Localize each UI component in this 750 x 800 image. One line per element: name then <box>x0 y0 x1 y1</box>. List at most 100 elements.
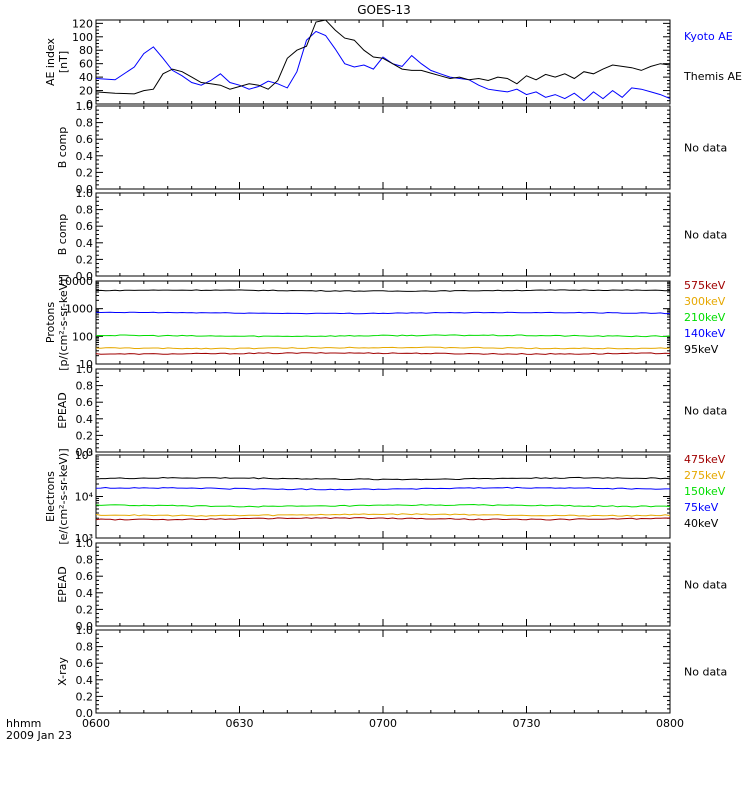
panel-ylabel: Protons <box>44 302 57 343</box>
x-tick-label: 0600 <box>82 717 110 730</box>
y-tick-label: 0.4 <box>76 674 94 687</box>
panel-epead2: 0.0 0.2 0.4 0.6 0.8 1.0 EPEAD No data <box>56 537 727 633</box>
y-tick-label: 100 <box>72 31 93 44</box>
y-tick-label: 0.2 <box>76 253 94 266</box>
legend-label: 95keV <box>684 343 719 356</box>
series-line-75kev <box>95 486 670 491</box>
legend-label: 475keV <box>684 453 726 466</box>
panel-ylabel: EPEAD <box>56 566 69 603</box>
panel-xray: 0.0 0.2 0.4 0.6 0.8 1.0 X-ray No data <box>56 624 727 720</box>
panel-ylabel: X-ray <box>56 657 69 686</box>
y-tick-label: 0.2 <box>76 429 94 442</box>
panel-ylabel: AE index <box>44 37 57 86</box>
y-tick-label: 0.4 <box>76 413 94 426</box>
panel-frame <box>95 105 671 190</box>
y-tick-label: 0.0 <box>76 620 94 633</box>
legend-label: Themis AE <box>683 70 742 83</box>
y-tick-label: 0.2 <box>76 690 94 703</box>
series-line-150kev <box>95 503 671 508</box>
panel-frame <box>95 629 671 714</box>
no-data-label: No data <box>684 579 727 592</box>
y-tick-label: 60 <box>79 58 93 71</box>
y-tick-label: 0.6 <box>76 570 94 583</box>
y-tick-label: 1000 <box>65 303 93 316</box>
y-tick-label: 100 <box>72 330 93 343</box>
y-tick-label: 0.6 <box>76 220 94 233</box>
y-tick-label: 40 <box>79 71 93 84</box>
panel-ylabel: B comp <box>56 127 69 169</box>
y-tick-label: 10000 <box>58 275 93 288</box>
y-tick-label: 0.4 <box>76 237 94 250</box>
y-tick-label: 1.0 <box>76 100 94 113</box>
series-line-300kev <box>95 346 671 350</box>
series-line-210kev <box>95 334 671 338</box>
panel-ylabel: Electrons <box>44 471 57 522</box>
series-line-140kev <box>95 311 671 315</box>
panel-frame <box>95 19 671 105</box>
y-tick-label: 0.6 <box>76 396 94 409</box>
panel-frame <box>95 542 671 627</box>
y-tick-label: 0.0 <box>76 446 94 459</box>
legend-label: 150keV <box>684 485 726 498</box>
y-tick-label: 0.0 <box>76 183 94 196</box>
y-tick-label: 0.8 <box>76 554 94 567</box>
y-tick-label: 0.6 <box>76 133 94 146</box>
series-line-575kev <box>95 352 671 355</box>
panel-ylabel: [p/(cm²-s-sr-keV)] <box>57 274 70 371</box>
y-tick-label: 0.4 <box>76 150 94 163</box>
panel-frame <box>95 192 671 277</box>
no-data-label: No data <box>684 142 727 155</box>
legend-label: 210keV <box>684 311 726 324</box>
y-tick-label: 10⁵ <box>75 449 93 462</box>
panel-ylabel: EPEAD <box>56 392 69 429</box>
panel-epead1: 0.0 0.2 0.4 0.6 0.8 1.0 EPEAD No data <box>56 363 727 459</box>
panel-b2: 0.0 0.2 0.4 0.6 0.8 1.0 B comp No data <box>56 187 727 283</box>
x-tick-label: 0700 <box>369 717 397 730</box>
y-tick-label: 0.6 <box>76 657 94 670</box>
footer-date: 2009 Jan 23 <box>6 729 72 742</box>
figure-title: GOES-13 <box>357 3 411 17</box>
no-data-label: No data <box>684 229 727 242</box>
y-tick-label: 120 <box>72 17 93 30</box>
y-tick-label: 0.2 <box>76 603 94 616</box>
no-data-label: No data <box>684 666 727 679</box>
y-tick-label: 0.8 <box>76 204 94 217</box>
series-line-kyoto-ae <box>95 30 671 102</box>
panel-ylabel: [e/(cm²-s-sr-keV)] <box>57 448 70 544</box>
legend-label: 40keV <box>684 517 719 530</box>
y-tick-label: 0.2 <box>76 166 94 179</box>
x-tick-label: 0630 <box>226 717 254 730</box>
legend-label: 300keV <box>684 295 726 308</box>
y-tick-label: 10⁴ <box>75 491 94 504</box>
no-data-label: No data <box>684 405 727 418</box>
y-tick-label: 0.8 <box>76 641 94 654</box>
y-tick-label: 10 <box>79 358 93 371</box>
y-tick-label: 0.8 <box>76 380 94 393</box>
series-line-475kev <box>95 517 671 521</box>
y-tick-label: 0 <box>86 98 93 111</box>
x-tick-label: 0800 <box>656 717 684 730</box>
y-tick-label: 0.8 <box>76 117 94 130</box>
legend-label: 140keV <box>684 327 726 340</box>
panel-ylabel: [nT] <box>57 51 70 73</box>
y-tick-label: 0.0 <box>76 270 94 283</box>
panel-ylabel: B comp <box>56 214 69 256</box>
y-tick-label: 10³ <box>75 532 93 545</box>
series-line-40kev <box>95 476 671 481</box>
y-tick-label: 1.0 <box>76 537 94 550</box>
y-tick-label: 1.0 <box>76 624 94 637</box>
series-line-275kev <box>95 513 671 517</box>
legend-label: 575keV <box>684 279 726 292</box>
y-tick-label: 80 <box>79 44 93 57</box>
panel-frame <box>95 454 671 539</box>
panel-protons: 10 100 1000 10000 Protons [p/(cm²-s-sr-keV)] 5… <box>44 274 726 371</box>
legend-label: 275keV <box>684 469 726 482</box>
y-tick-label: 0.0 <box>76 707 94 720</box>
panel-frame <box>95 368 671 453</box>
y-tick-label: 1.0 <box>76 187 94 200</box>
y-tick-label: 20 <box>79 85 93 98</box>
y-tick-label: 0.4 <box>76 587 94 600</box>
